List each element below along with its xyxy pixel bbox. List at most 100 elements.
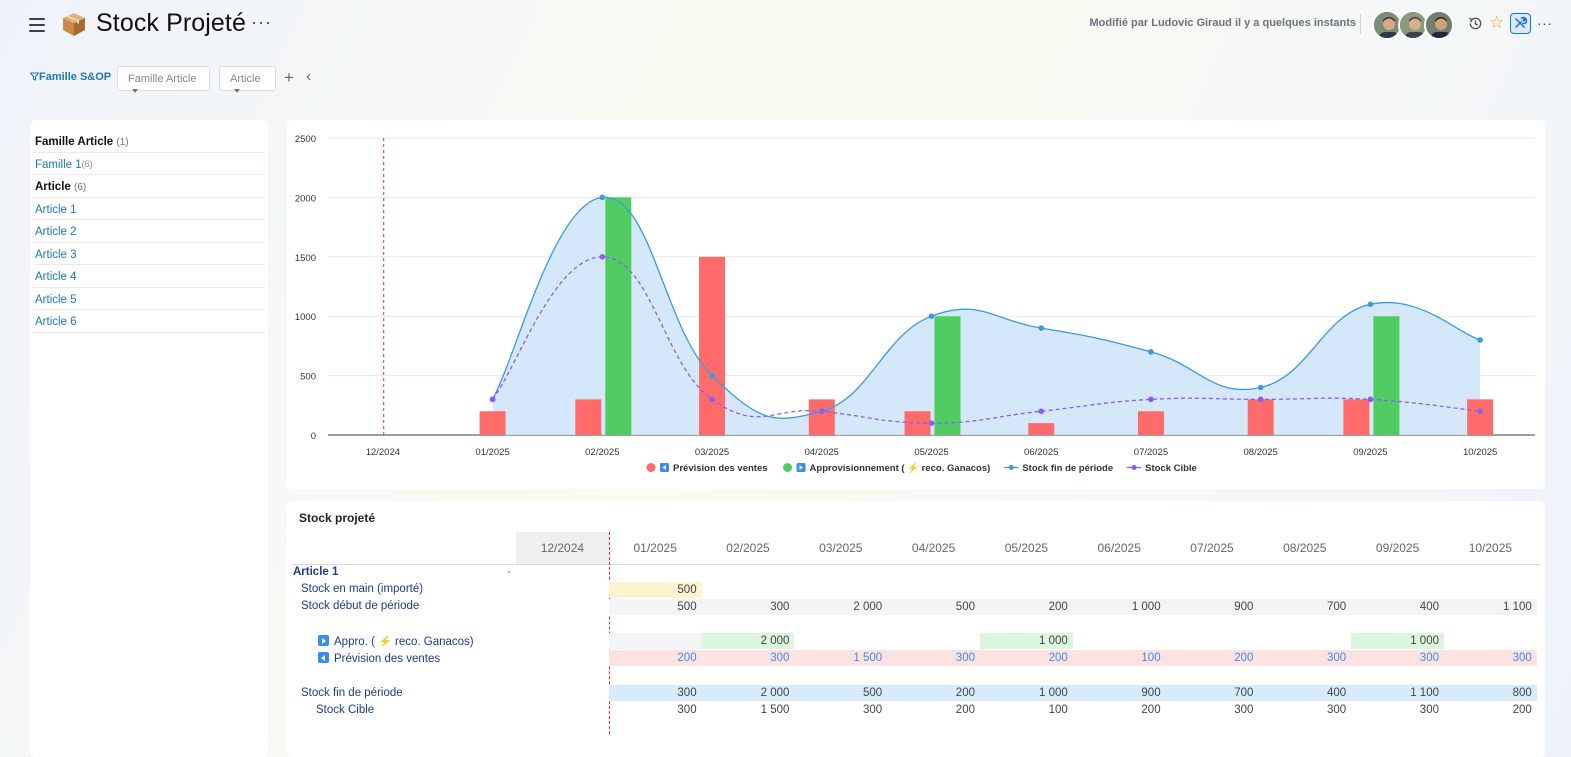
stock-cible-point xyxy=(709,396,715,403)
stock-en-main-cell[interactable] xyxy=(1073,582,1166,598)
avatar[interactable] xyxy=(1424,10,1454,40)
stock-cible-cell[interactable]: 300 xyxy=(1327,704,1347,716)
stock-cible-cell[interactable]: 300 xyxy=(863,704,883,716)
history-icon[interactable] xyxy=(1467,15,1484,32)
stock-cible-cell[interactable]: 300 xyxy=(677,704,697,716)
stock-en-main-cell[interactable] xyxy=(980,582,1073,598)
stock-en-main-cell[interactable] xyxy=(887,582,980,598)
appro-cell[interactable] xyxy=(1444,633,1537,649)
stock-fin-point xyxy=(1257,384,1264,391)
stock-cible-cell[interactable]: 300 xyxy=(1234,704,1254,716)
legend-label: Stock fin de période xyxy=(1022,463,1113,474)
stock-cible-cell[interactable]: 100 xyxy=(1048,704,1068,716)
prevision-cell[interactable]: 300 xyxy=(1258,650,1352,666)
sales-forecast-bar xyxy=(808,399,835,435)
sidebar-item-famille-1[interactable]: Famille 1(6) xyxy=(33,153,265,175)
family-count: (1) xyxy=(116,137,129,148)
column-header: 05/2025 xyxy=(1004,541,1049,555)
family-item-label: Famille 1 xyxy=(35,158,82,171)
article-count: (6) xyxy=(74,182,87,193)
add-filter-icon[interactable]: + xyxy=(284,68,294,87)
appro-cell[interactable]: 2 000 xyxy=(701,633,795,649)
sales-forecast-bar xyxy=(1467,399,1494,435)
appro-cell[interactable] xyxy=(1166,633,1259,649)
article-row-label[interactable]: Article 1 xyxy=(293,566,339,578)
stock-en-main-cell[interactable] xyxy=(1258,582,1351,598)
stock-cible-cell[interactable]: 200 xyxy=(1141,704,1161,716)
column-header: 02/2025 xyxy=(726,541,770,555)
sidebar-item-article-5[interactable]: Article 5 xyxy=(33,288,265,310)
stock-debut-cell: 300 xyxy=(701,599,795,615)
stock-cible-point xyxy=(1148,396,1154,403)
appro-cell[interactable] xyxy=(608,633,702,649)
stock-en-main-cell[interactable] xyxy=(1166,582,1259,598)
stock-cible-point xyxy=(818,408,825,415)
stock-en-main-cell[interactable] xyxy=(702,582,795,598)
prevision-cell[interactable]: 200 xyxy=(980,650,1073,666)
x-tick-label: 04/2025 xyxy=(805,447,839,458)
appro-cell[interactable] xyxy=(516,633,609,649)
stock-fin-point xyxy=(1477,337,1483,343)
prevision-cell[interactable] xyxy=(516,650,609,666)
bolt-icon: ⚡ xyxy=(907,462,919,474)
stock-fin-cell: 500 xyxy=(794,685,888,701)
arrow-right-icon xyxy=(318,635,329,646)
sidebar-item-article-2[interactable]: Article 2 xyxy=(33,220,265,243)
title-more-icon[interactable]: ··· xyxy=(251,12,272,32)
stock-cible-cell[interactable]: 1 500 xyxy=(760,704,790,716)
table-title: Stock projeté xyxy=(299,511,376,525)
stock-fin-label: Stock fin de période xyxy=(301,687,403,699)
stock-en-main-cell[interactable] xyxy=(794,582,887,598)
prevision-cell[interactable]: 100 xyxy=(1072,650,1166,666)
stock-en-main-cell[interactable] xyxy=(1351,582,1444,598)
sidebar-item-article-3[interactable]: Article 3 xyxy=(33,243,265,265)
collaborators xyxy=(1372,10,1458,40)
prevision-cell[interactable]: 300 xyxy=(887,650,980,666)
appro-cell[interactable] xyxy=(1258,633,1351,649)
stock-en-main-cell[interactable]: 500 xyxy=(608,582,702,598)
prevision-label[interactable]: Prévision des ventes xyxy=(318,651,440,665)
column-header: 06/2025 xyxy=(1097,541,1141,555)
stock-debut-cell: 900 xyxy=(1165,599,1259,615)
stock-en-main-cell[interactable] xyxy=(1444,582,1537,598)
prevision-cell[interactable]: 200 xyxy=(1165,650,1259,666)
stock-cible-cell[interactable]: 300 xyxy=(1419,704,1439,716)
stock-cible-cell[interactable]: 200 xyxy=(1512,704,1532,716)
column-header: 03/2025 xyxy=(819,541,863,555)
sidebar-item-article-4[interactable]: Article 4 xyxy=(33,265,265,288)
filter-bar: Famille S&OP Famille Article Article + ‹ xyxy=(29,66,360,94)
avatar[interactable] xyxy=(1372,10,1402,40)
family-article-dropdown[interactable]: Famille Article xyxy=(117,66,210,94)
stock-debut-cell: 1 000 xyxy=(1072,599,1166,615)
sidebar-item-article-6[interactable]: Article 6 xyxy=(33,310,265,333)
stock-cible-cell[interactable]: 200 xyxy=(955,704,975,716)
filter-icon xyxy=(29,72,40,81)
stock-cible-point xyxy=(928,420,935,426)
prevision-cell[interactable]: 200 xyxy=(608,650,702,666)
appro-cell[interactable]: 1 000 xyxy=(980,633,1073,649)
appro-cell[interactable]: 1 000 xyxy=(1351,633,1444,649)
appro-cell[interactable] xyxy=(1073,633,1166,649)
appro-label[interactable]: Appro. ( ⚡ reco. Ganacos) xyxy=(318,634,474,648)
prevision-cell[interactable]: 300 xyxy=(1351,650,1444,666)
filter-family-sop[interactable]: Famille S&OP xyxy=(29,71,111,83)
collapse-marker[interactable]: - xyxy=(507,566,511,578)
star-icon[interactable]: ☆ xyxy=(1489,13,1505,32)
appro-cell[interactable] xyxy=(794,633,887,649)
collapse-icon[interactable]: ‹ xyxy=(306,68,312,85)
prevision-cell[interactable]: 1 500 xyxy=(794,650,888,666)
stock-en-main-label: Stock en main (importé) xyxy=(301,583,424,595)
sidebar-item-article-1[interactable]: Article 1 xyxy=(33,198,265,220)
stock-cible-cell[interactable] xyxy=(516,702,609,718)
stock-en-main-cell[interactable] xyxy=(516,582,609,598)
tools-icon[interactable] xyxy=(1510,13,1531,34)
prevision-cell[interactable]: 300 xyxy=(701,650,795,666)
prevision-cell[interactable]: 300 xyxy=(1444,650,1537,666)
menu-icon[interactable] xyxy=(29,18,45,32)
article-dropdown[interactable]: Article xyxy=(219,66,276,94)
more-options-icon[interactable]: ··· xyxy=(1537,15,1553,31)
supply-bar xyxy=(1373,316,1400,435)
appro-cell[interactable] xyxy=(887,633,980,649)
column-header: 01/2025 xyxy=(633,541,677,555)
stock-chart: 0 500 1000 1500 2000 2500 12/2024 01/2025 02/202… xyxy=(295,134,1535,474)
